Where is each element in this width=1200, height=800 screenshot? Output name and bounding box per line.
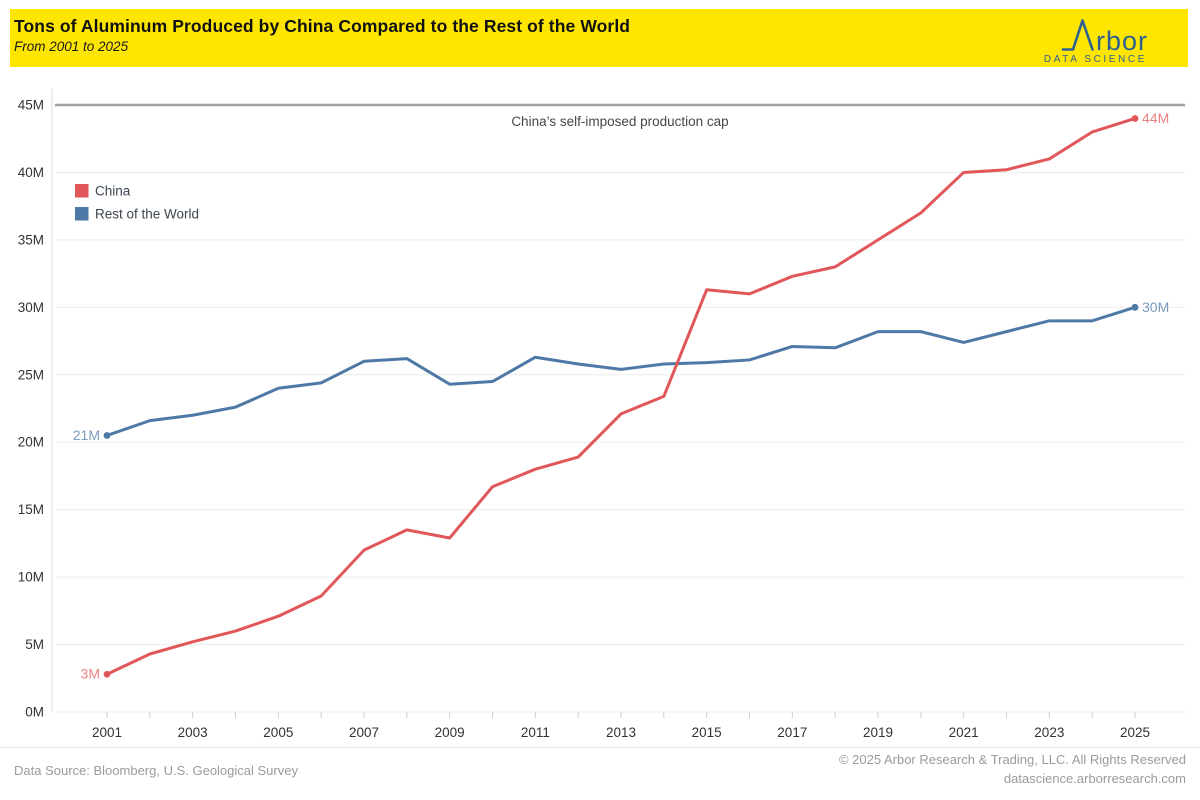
series-line-china <box>105 116 1137 676</box>
x-axis-label: 2019 <box>863 725 893 740</box>
x-axis-label: 2007 <box>349 725 379 740</box>
legend-swatch-china <box>75 184 89 198</box>
copyright-text: © 2025 Arbor Research & Trading, LLC. Al… <box>838 752 1186 767</box>
header-titles: Tons of Aluminum Produced by China Compa… <box>14 15 630 55</box>
y-axis-label: 30M <box>18 300 44 315</box>
series-end-dot-rest-of-the-world <box>1131 303 1139 311</box>
x-axis-label: 2023 <box>1034 725 1064 740</box>
data-source-text: Data Source: Bloomberg, U.S. Geological … <box>14 763 298 778</box>
y-axis-label: 15M <box>18 502 44 517</box>
x-axis-label: 2015 <box>692 725 722 740</box>
series-end-label-china: 44M <box>1142 110 1169 126</box>
arbor-peak-icon <box>1061 19 1094 51</box>
x-axis-label: 2021 <box>949 725 979 740</box>
footer-divider <box>0 747 1200 748</box>
arbor-logo-tagline: DATA SCIENCE <box>1043 54 1147 65</box>
x-axis-label: 2013 <box>606 725 636 740</box>
series-end-dot-china <box>1131 115 1139 122</box>
series-end-label-rest-of-the-world: 30M <box>1142 299 1169 315</box>
arbor-logo-text: rbor <box>1095 26 1148 56</box>
series-start-label-rest-of-the-world: 21M <box>73 427 100 443</box>
x-axis-label: 2001 <box>92 725 122 740</box>
header-banner: Tons of Aluminum Produced by China Compa… <box>10 9 1188 67</box>
series-start-label-china: 3M <box>81 666 100 682</box>
y-axis-label: 25M <box>18 367 44 382</box>
legend-swatch-rest-of-the-world <box>75 207 89 221</box>
arbor-logo: rbor DATA SCIENCE <box>1044 17 1148 65</box>
cap-annotation: China’s self-imposed production cap <box>511 114 728 129</box>
x-axis-label: 2003 <box>178 725 208 740</box>
website-text: datascience.arborresearch.com <box>1003 771 1186 786</box>
series-start-dot-rest-of-the-world <box>103 432 111 439</box>
x-axis-label: 2005 <box>263 725 293 740</box>
arbor-logo-wordmark: rbor <box>1061 17 1148 56</box>
y-axis-label: 45M <box>18 98 44 113</box>
y-axis-label: 0M <box>25 705 44 720</box>
x-axis-label: 2017 <box>777 725 807 740</box>
footer-copyright-block: © 2025 Arbor Research & Trading, LLC. Al… <box>839 750 1186 788</box>
y-axis-label: 40M <box>18 165 44 180</box>
y-axis-label: 35M <box>18 232 44 247</box>
page-subtitle: From 2001 to 2025 <box>14 39 129 54</box>
x-axis-label: 2009 <box>435 725 465 740</box>
y-axis-label: 10M <box>18 570 44 585</box>
y-axis-label: 5M <box>25 637 44 652</box>
legend-label-china: China <box>95 184 131 199</box>
series-line-rest-of-the-world <box>105 305 1137 437</box>
y-axis-label: 20M <box>18 435 44 450</box>
x-axis-label: 2025 <box>1120 725 1150 740</box>
page-title: Tons of Aluminum Produced by China Compa… <box>14 16 631 36</box>
x-axis-label: 2011 <box>521 725 550 740</box>
legend-label-rest-of-the-world: Rest of the World <box>95 207 199 222</box>
series-start-dot-china <box>103 670 111 678</box>
